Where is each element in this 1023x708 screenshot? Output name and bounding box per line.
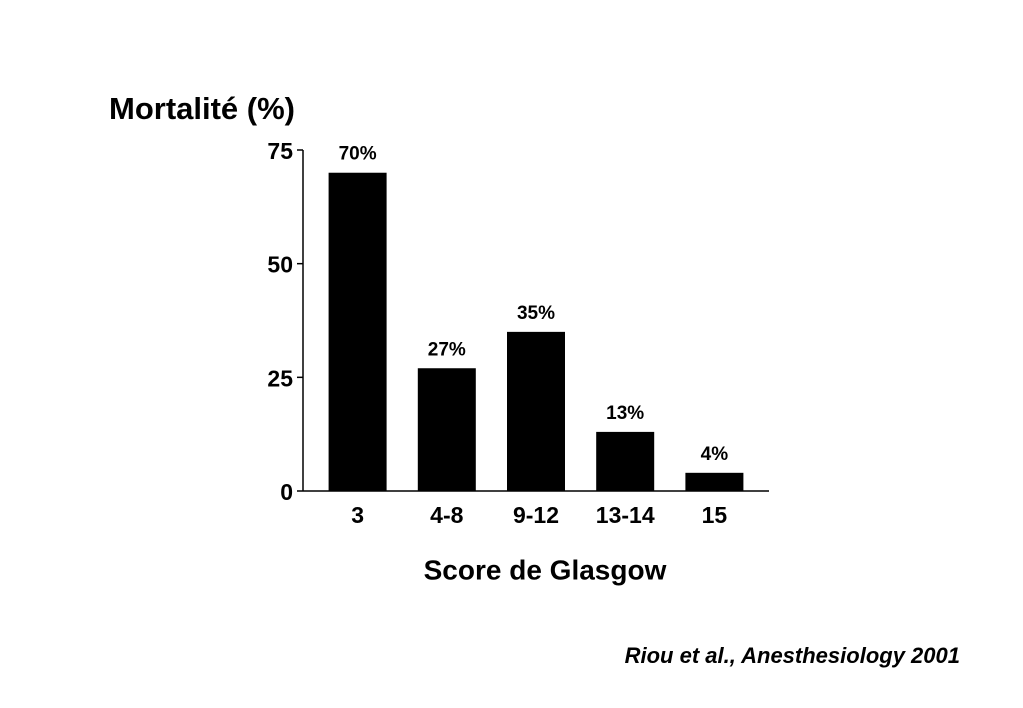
bar [596, 431, 655, 491]
value-label: 35% [517, 303, 555, 324]
y-tick-label: 25 [267, 365, 293, 391]
x-tick-label: 4-8 [430, 502, 463, 528]
bar [507, 331, 565, 491]
bar [328, 172, 387, 491]
value-label: 27% [428, 339, 466, 360]
x-tick-label: 13-14 [596, 502, 655, 528]
y-tick-label: 50 [267, 252, 293, 278]
y-tick-label: 75 [267, 138, 293, 164]
bar [685, 472, 744, 491]
bar [417, 368, 476, 491]
x-tick-label: 3 [351, 502, 364, 528]
x-tick-label: 9-12 [513, 502, 559, 528]
value-label: 4% [701, 444, 729, 465]
chart-title: Mortalité (%) [109, 91, 295, 126]
source: Riou et al., Anesthesiology 2001 [625, 643, 960, 668]
x-tick-label: 15 [702, 502, 728, 528]
value-label: 13% [606, 403, 644, 424]
x-axis-label: Score de Glasgow [424, 554, 667, 585]
value-label: 70% [339, 144, 377, 165]
y-tick-label: 0 [280, 479, 293, 505]
